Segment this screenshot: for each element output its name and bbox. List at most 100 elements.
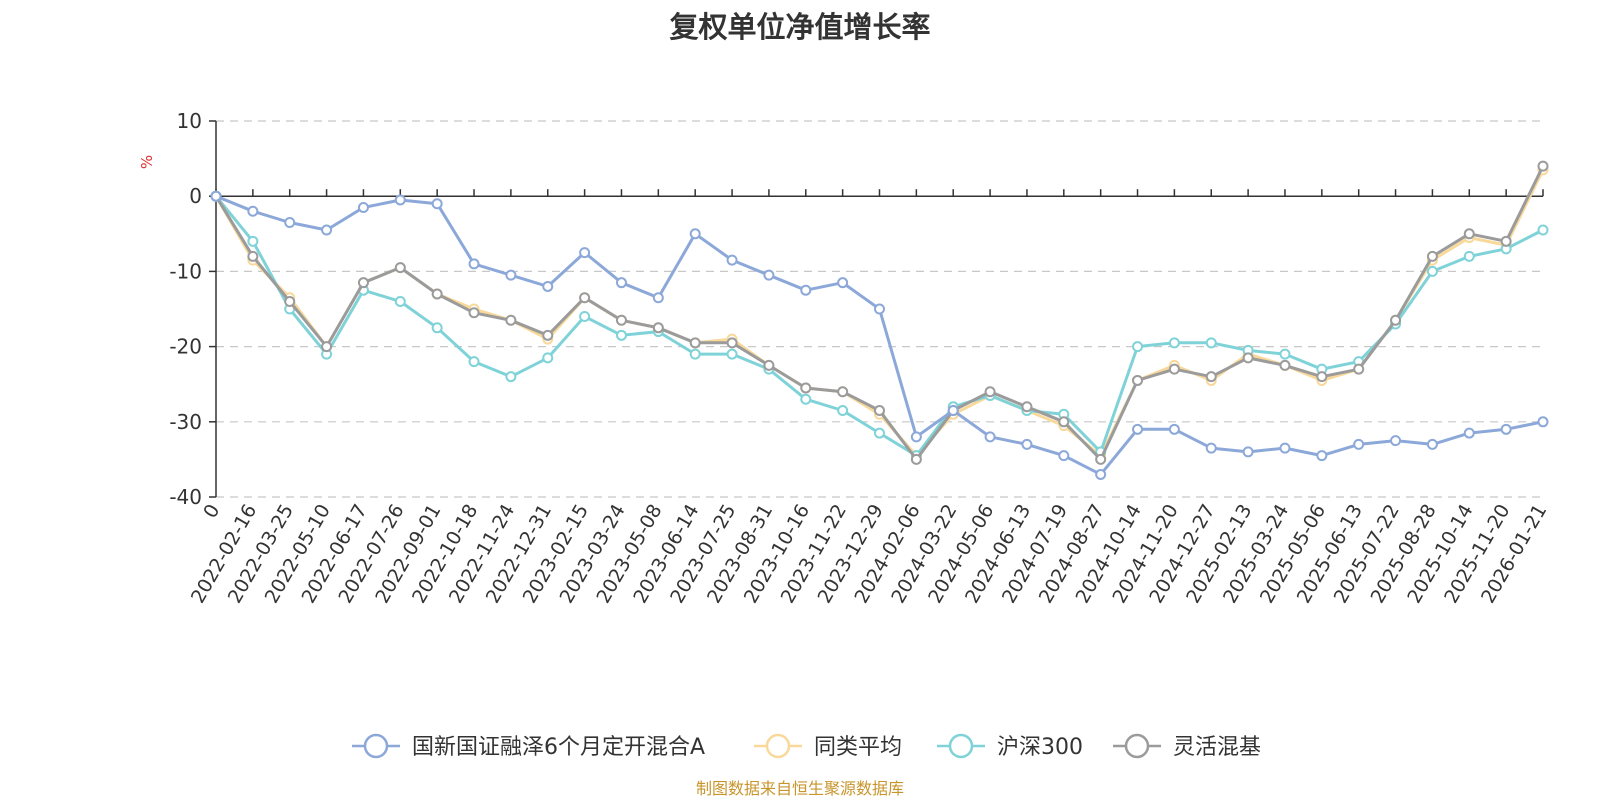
series-lines (210, 160, 1549, 480)
data-point (247, 205, 259, 217)
data-point (468, 307, 480, 319)
data-point (1279, 348, 1291, 360)
y-tick-label: -20 (169, 335, 202, 359)
data-point (1463, 250, 1475, 262)
data-point (1316, 371, 1328, 383)
y-tick-label: 0 (189, 184, 202, 208)
series-fund (210, 190, 1549, 480)
data-point (1500, 423, 1512, 435)
data-point (947, 405, 959, 417)
legend-marker (765, 733, 791, 759)
data-point (874, 405, 885, 417)
legend-item: 同类平均 (754, 733, 902, 760)
data-point (763, 359, 775, 371)
data-point (1426, 438, 1438, 450)
data-point (1021, 401, 1033, 413)
grid-lines (216, 120, 1543, 498)
data-point (874, 427, 885, 439)
data-point (652, 322, 664, 334)
data-point (1095, 453, 1107, 465)
data-point (652, 292, 664, 304)
chart-title: 复权单位净值增长率 (669, 10, 931, 44)
data-point (1463, 427, 1475, 439)
data-point (431, 322, 443, 334)
data-point (910, 431, 922, 443)
data-point (689, 228, 701, 240)
data-point (357, 277, 369, 289)
data-point (542, 329, 554, 341)
y-tick-label: 10 (177, 109, 202, 133)
x-tick-labels: 02022-02-162022-03-252022-05-102022-06-1… (187, 500, 1551, 607)
data-point (726, 254, 738, 266)
data-point (1537, 416, 1549, 428)
data-point (1205, 337, 1217, 349)
series-flex_mix (210, 160, 1549, 465)
legend-label: 同类平均 (814, 735, 902, 760)
data-point (1095, 468, 1107, 480)
y-tick-label: -30 (169, 410, 202, 434)
y-tick-label: -10 (169, 259, 202, 283)
data-point (394, 295, 406, 307)
data-point (321, 224, 333, 236)
data-point (505, 371, 517, 383)
data-point (984, 431, 996, 443)
data-point (615, 314, 627, 326)
data-point (689, 337, 701, 349)
y-tick-label: -40 (169, 485, 202, 509)
data-point (1353, 363, 1365, 375)
data-point (1132, 423, 1144, 435)
data-point (800, 382, 812, 394)
data-point (1132, 341, 1144, 353)
legend-label: 沪深300 (997, 735, 1083, 760)
data-point (837, 386, 849, 398)
data-point (394, 262, 406, 274)
data-point (1058, 416, 1070, 428)
data-point (247, 250, 259, 262)
data-point (1242, 352, 1254, 364)
y-axis-label: % (138, 155, 156, 169)
data-point (726, 337, 738, 349)
data-point (1279, 359, 1291, 371)
source-note: 制图数据来自恒生聚源数据库 (695, 779, 904, 798)
data-point (763, 269, 775, 281)
data-point (984, 386, 996, 398)
data-point (800, 284, 812, 296)
data-point (284, 217, 296, 229)
data-point (247, 235, 259, 247)
axes (209, 120, 1544, 498)
legend-marker (363, 733, 389, 759)
data-point (505, 314, 517, 326)
data-point (431, 198, 443, 210)
data-point (1279, 442, 1291, 454)
legend-label: 灵活混基 (1173, 735, 1261, 760)
y-tick-labels: 10 0 -10 -20 -30 -40 (169, 109, 202, 509)
x-tick-label: 0 (199, 501, 224, 522)
data-point (542, 280, 554, 292)
data-point (468, 258, 480, 270)
data-point (1168, 363, 1180, 375)
data-point (1168, 337, 1180, 349)
data-point (431, 288, 443, 300)
data-point (874, 303, 885, 315)
data-point (579, 311, 591, 323)
data-point (837, 405, 849, 417)
data-point (284, 295, 296, 307)
data-point (1463, 228, 1475, 240)
data-point (1058, 450, 1070, 462)
data-point (579, 292, 591, 304)
data-point (1426, 250, 1438, 262)
data-point (1242, 446, 1254, 458)
legend-marker (948, 733, 974, 759)
data-point (321, 341, 333, 353)
data-point (800, 393, 812, 405)
legend-label: 国新国证融泽6个月定开混合A (412, 735, 705, 760)
legend-item: 沪深300 (937, 733, 1083, 760)
data-point (1537, 224, 1549, 236)
data-point (1205, 371, 1217, 383)
data-point (542, 352, 554, 364)
legend-item: 灵活混基 (1113, 733, 1261, 760)
data-point (1205, 442, 1217, 454)
data-point (505, 269, 517, 281)
data-point (1353, 438, 1365, 450)
